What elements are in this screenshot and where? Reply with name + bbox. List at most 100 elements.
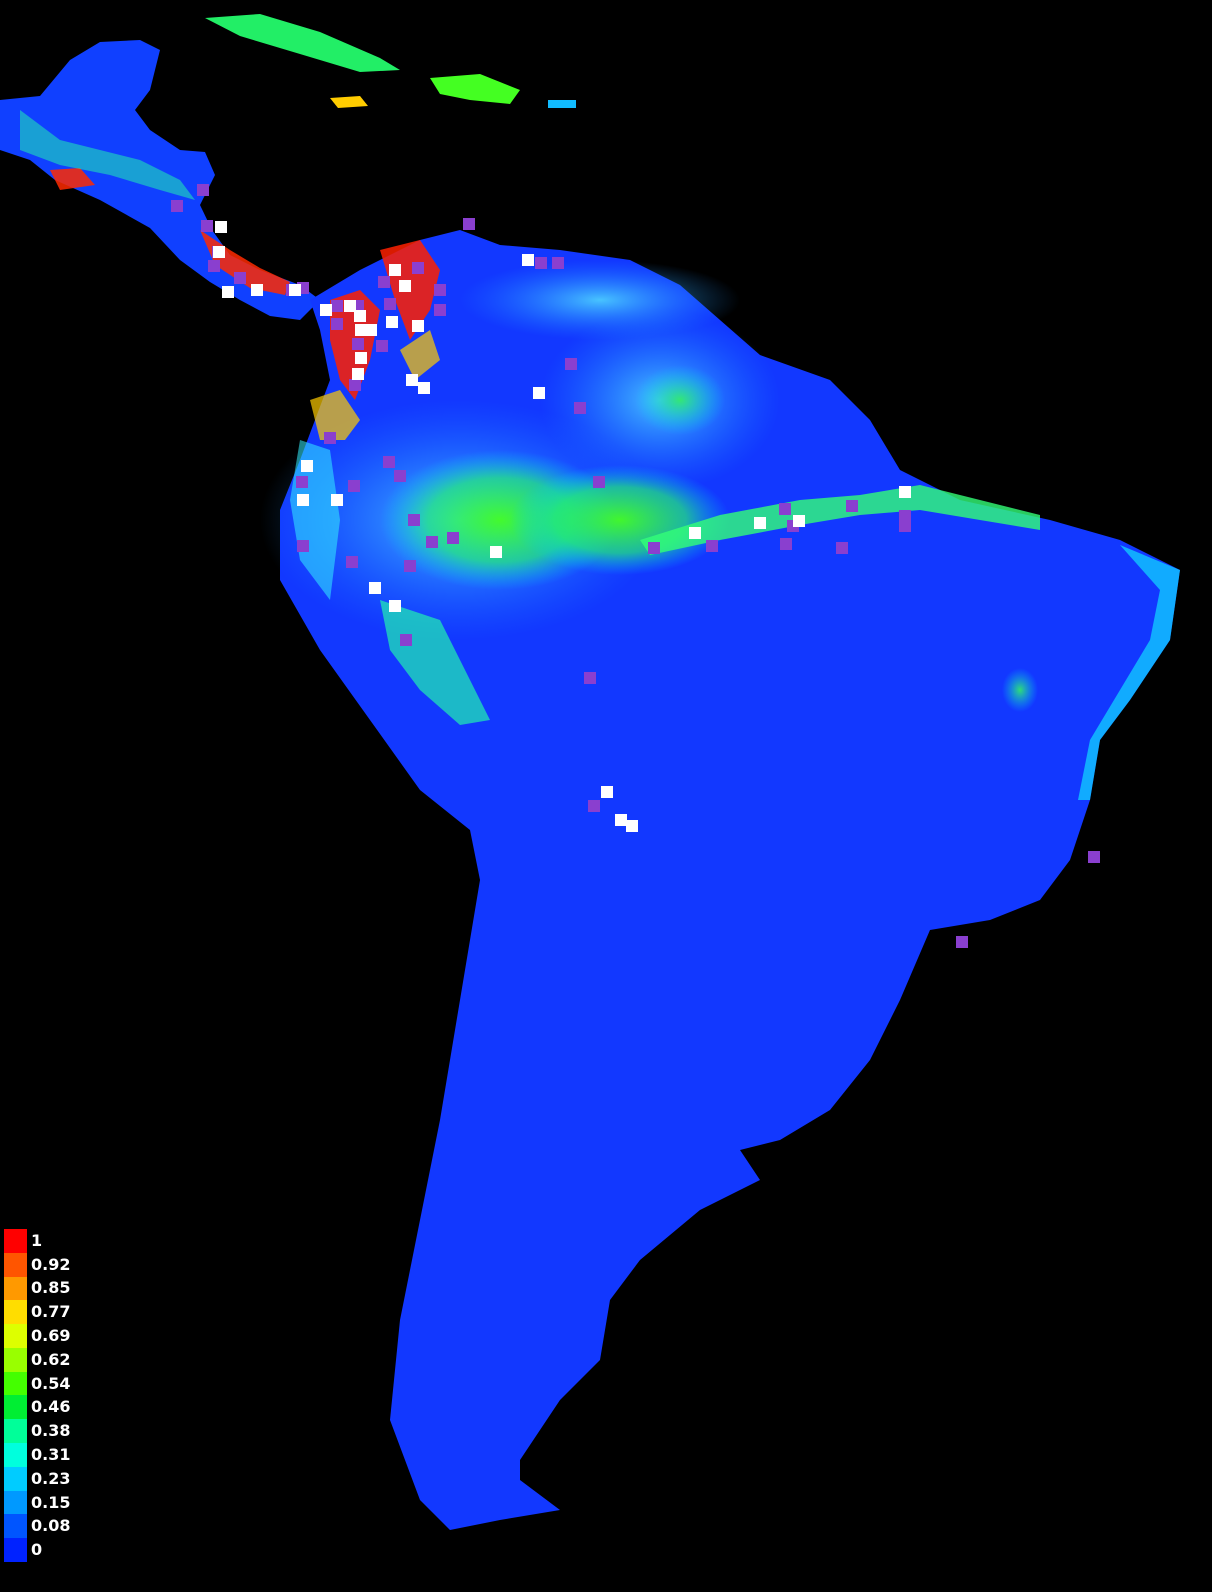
occurrence-marker-purple (552, 257, 564, 269)
legend-row: 0.08 (4, 1514, 70, 1539)
occurrence-marker-purple (434, 284, 446, 296)
legend-row: 0.69 (4, 1324, 71, 1349)
occurrence-marker-purple (331, 318, 343, 330)
legend-swatch (4, 1395, 27, 1420)
legend-swatch (4, 1538, 27, 1563)
occurrence-marker-white (754, 517, 766, 529)
occurrence-marker-white (533, 387, 545, 399)
occurrence-marker-white (399, 280, 411, 292)
occurrence-marker-white (386, 316, 398, 328)
northeast-coast-band (1078, 545, 1180, 800)
cuba-island (205, 14, 400, 72)
occurrence-marker-purple (780, 538, 792, 550)
brazil-highland-spot (1002, 668, 1038, 712)
occurrence-marker-purple (201, 220, 213, 232)
occurrence-marker-white (355, 352, 367, 364)
legend-row: 1 (4, 1228, 70, 1253)
legend-label: 0.15 (31, 1492, 71, 1512)
occurrence-marker-purple (846, 500, 858, 512)
occurrence-marker-purple (426, 536, 438, 548)
legend-swatch (4, 1443, 27, 1468)
occurrence-marker-white (369, 582, 381, 594)
occurrence-marker-white (412, 320, 424, 332)
legend-swatch (4, 1300, 27, 1325)
occurrence-marker-white (365, 324, 377, 336)
occurrence-marker-white (389, 600, 401, 612)
occurrence-marker-purple (404, 560, 416, 572)
occurrence-marker-white (320, 304, 332, 316)
occurrence-marker-purple (956, 936, 968, 948)
occurrence-marker-purple (779, 503, 791, 515)
occurrence-marker-purple (171, 200, 183, 212)
hispaniola-island (430, 74, 520, 104)
legend-label: 0.92 (31, 1254, 71, 1274)
occurrence-marker-white (899, 486, 911, 498)
occurrence-marker-purple (588, 800, 600, 812)
legend-swatch (4, 1252, 27, 1277)
occurrence-marker-white (222, 286, 234, 298)
occurrence-marker-purple (208, 260, 220, 272)
occurrence-marker-white (251, 284, 263, 296)
occurrence-marker-purple (574, 402, 586, 414)
legend-row: 0.31 (4, 1443, 71, 1468)
occurrence-markers (171, 184, 1100, 948)
occurrence-marker-purple (331, 300, 343, 312)
legend-row: 0.77 (4, 1300, 71, 1325)
legend-row: 0.38 (4, 1419, 70, 1444)
legend-label: 0.69 (31, 1326, 71, 1346)
occurrence-marker-white (522, 254, 534, 266)
occurrence-marker-purple (434, 304, 446, 316)
occurrence-marker-purple (346, 556, 358, 568)
occurrence-marker-white (297, 494, 309, 506)
andes-east-slope (380, 600, 490, 725)
occurrence-marker-purple (349, 379, 361, 391)
occurrence-marker-white (601, 786, 613, 798)
occurrence-marker-purple (836, 542, 848, 554)
legend-swatch (4, 1371, 27, 1396)
occurrence-marker-purple (384, 298, 396, 310)
occurrence-marker-purple (706, 540, 718, 552)
legend-label: 0.62 (31, 1349, 71, 1369)
guiana-highlands (635, 365, 725, 435)
occurrence-marker-purple (324, 432, 336, 444)
occurrence-marker-purple (535, 257, 547, 269)
occurrence-marker-purple (348, 480, 360, 492)
legend-label: 0.23 (31, 1468, 71, 1488)
occurrence-marker-white (389, 264, 401, 276)
andes-north-midlands (310, 330, 440, 440)
northern-coast-band (460, 260, 740, 340)
legend-label: 0.54 (31, 1373, 71, 1393)
puerto-rico-island (548, 100, 576, 108)
occurrence-marker-white (215, 221, 227, 233)
occurrence-marker-purple (297, 540, 309, 552)
occurrence-marker-white (406, 374, 418, 386)
legend-row: 0.92 (4, 1252, 71, 1277)
occurrence-marker-purple (447, 532, 459, 544)
legend-swatch (4, 1228, 27, 1253)
legend-row: 0.23 (4, 1466, 71, 1491)
legend-row: 0.46 (4, 1395, 70, 1420)
occurrence-marker-white (689, 527, 701, 539)
occurrence-marker-purple (376, 340, 388, 352)
occurrence-marker-white (793, 515, 805, 527)
occurrence-marker-white (289, 284, 301, 296)
legend-swatch (4, 1514, 27, 1539)
occurrence-marker-purple (234, 272, 246, 284)
legend-label: 0.31 (31, 1445, 71, 1465)
occurrence-marker-purple (648, 542, 660, 554)
legend-row: 0.85 (4, 1276, 70, 1301)
occurrence-marker-white (344, 300, 356, 312)
occurrence-marker-purple (400, 634, 412, 646)
occurrence-marker-purple (383, 456, 395, 468)
amazon-river-corridor (640, 485, 1040, 555)
occurrence-marker-purple (296, 476, 308, 488)
legend-row: 0 (4, 1538, 70, 1563)
occurrence-marker-white (213, 246, 225, 258)
occurrence-marker-white (301, 460, 313, 472)
occurrence-marker-purple (1088, 851, 1100, 863)
legend-label: 0.77 (31, 1302, 71, 1322)
central-america-highlands (50, 168, 290, 295)
occurrence-marker-white (331, 494, 343, 506)
